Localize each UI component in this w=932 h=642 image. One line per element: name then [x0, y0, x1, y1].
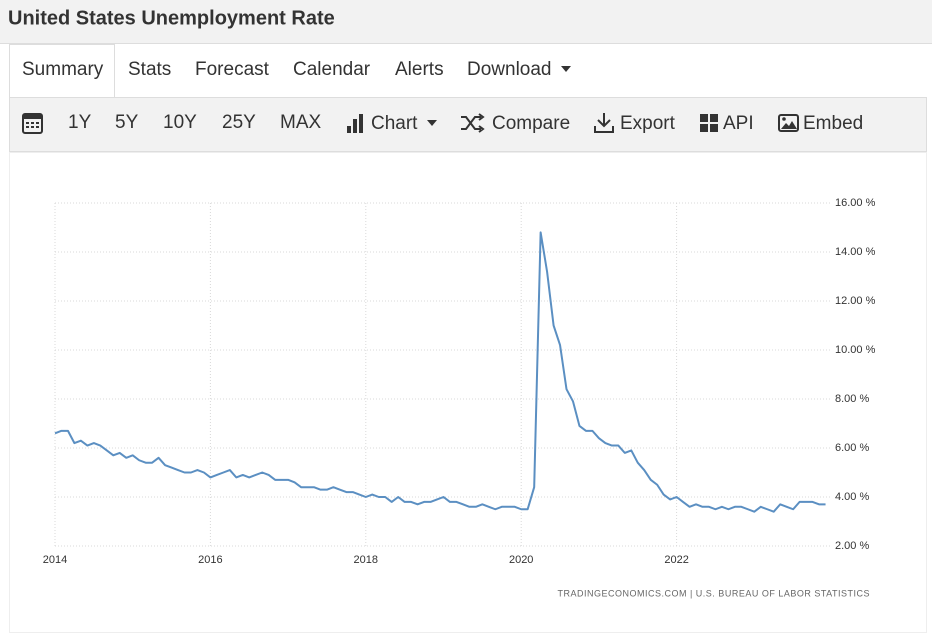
calendar-icon[interactable]: [22, 113, 43, 134]
tab[interactable]: Calendar: [293, 59, 371, 80]
page-title: United States Unemployment Rate: [8, 7, 335, 29]
range-button[interactable]: 10Y: [163, 112, 197, 133]
dropdown-caret: [561, 66, 571, 72]
range-button[interactable]: 25Y: [222, 112, 256, 133]
embed-icon: [778, 114, 799, 132]
api-button[interactable]: API: [723, 113, 754, 134]
y-tick-label: 6.00 %: [835, 442, 869, 454]
toolbar: [9, 97, 927, 152]
tab[interactable]: Download: [467, 59, 552, 80]
y-tick-label: 10.00 %: [835, 344, 876, 356]
export-icon: [594, 113, 614, 133]
api-icon: [700, 114, 718, 132]
compare-button[interactable]: Compare: [492, 113, 570, 134]
tab[interactable]: Alerts: [395, 59, 444, 80]
range-button[interactable]: MAX: [280, 112, 322, 133]
source-note: TRADINGECONOMICS.COM | U.S. BUREAU OF LA…: [557, 588, 870, 598]
y-tick-label: 2.00 %: [835, 540, 869, 552]
x-tick-label: 2014: [43, 554, 67, 566]
embed-button[interactable]: Embed: [803, 113, 863, 134]
y-tick-label: 14.00 %: [835, 246, 876, 258]
dropdown-caret: [427, 120, 437, 126]
range-button[interactable]: 5Y: [115, 112, 139, 133]
chart: 2.00 % 4.00 % 6.00 % 8.00 % 10.00 % 12.00 % 14…: [43, 197, 876, 598]
y-tick-label: 12.00 %: [835, 295, 876, 307]
y-tick-label: 16.00 %: [835, 197, 876, 209]
x-tick-label: 2016: [198, 554, 222, 566]
export-button[interactable]: Export: [620, 113, 676, 134]
header-bar: [0, 0, 932, 43]
data-line: [54, 231, 826, 513]
y-tick-label: 8.00 %: [835, 393, 869, 405]
chart-panel: [9, 152, 927, 633]
range-button[interactable]: 1Y: [68, 112, 92, 133]
tab[interactable]: Summary: [22, 59, 104, 80]
y-tick-label: 4.00 %: [835, 491, 869, 503]
x-tick-label: 2018: [354, 554, 378, 566]
tab[interactable]: Forecast: [195, 59, 270, 80]
compare-icon: [461, 113, 485, 133]
chart-button[interactable]: Chart: [371, 113, 418, 134]
active-tab: [9, 44, 115, 98]
x-tick-label: 2022: [664, 554, 688, 566]
x-tick-label: 2020: [509, 554, 533, 566]
tab[interactable]: Stats: [128, 59, 171, 80]
chart-icon: [347, 114, 363, 133]
